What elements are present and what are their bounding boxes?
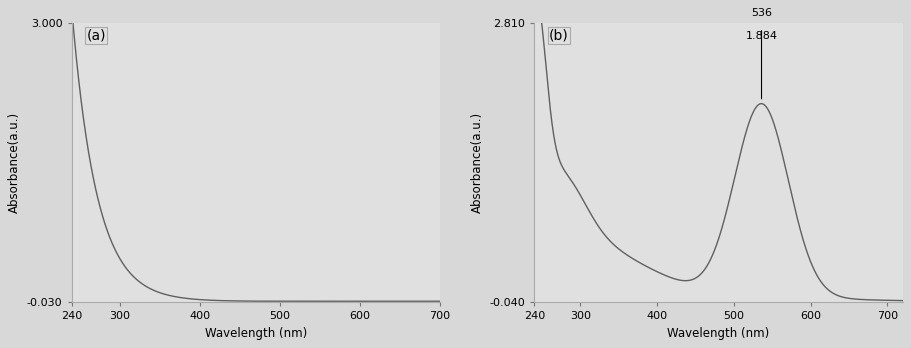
Y-axis label: Absorbance(a.u.): Absorbance(a.u.) bbox=[471, 112, 484, 213]
X-axis label: Wavelength (nm): Wavelength (nm) bbox=[204, 327, 307, 340]
Text: 1.884: 1.884 bbox=[745, 31, 777, 41]
Y-axis label: Absorbance(a.u.): Absorbance(a.u.) bbox=[8, 112, 21, 213]
Text: (b): (b) bbox=[549, 29, 569, 42]
Text: 536: 536 bbox=[751, 8, 772, 18]
X-axis label: Wavelength (nm): Wavelength (nm) bbox=[668, 327, 770, 340]
Text: (a): (a) bbox=[87, 29, 106, 42]
